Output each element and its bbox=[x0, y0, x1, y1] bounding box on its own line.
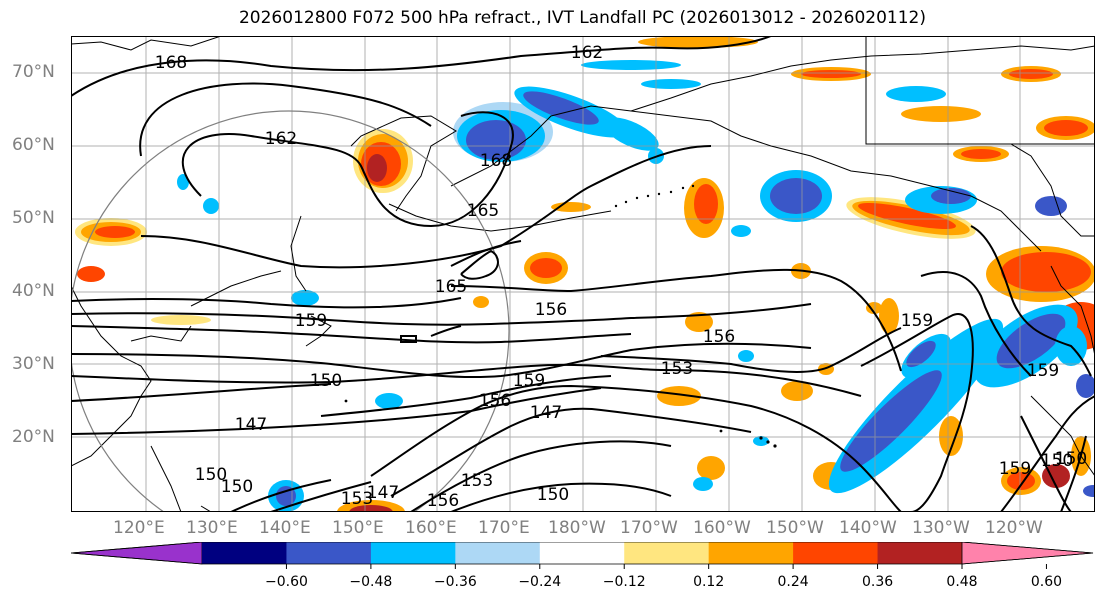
colorbar-segment bbox=[370, 542, 456, 564]
lat-label: 70°N bbox=[12, 62, 55, 82]
contour-label: 150 bbox=[1055, 449, 1087, 469]
contour-label: 147 bbox=[530, 403, 562, 423]
contour-label: 156 bbox=[703, 327, 735, 347]
contour-label: 165 bbox=[435, 277, 467, 297]
lon-label: 120°W bbox=[985, 518, 1043, 538]
contour-label: 150 bbox=[195, 465, 227, 485]
contour-label: 153 bbox=[461, 471, 493, 491]
lon-label: 150°W bbox=[766, 518, 824, 538]
contour-label: 153 bbox=[341, 489, 373, 509]
lon-label: 180°W bbox=[548, 518, 606, 538]
colorbar-ticks: −0.60 −0.48 −0.36 −0.24 −0.12 0.12 0.24 0.36 0.4… bbox=[265, 564, 1062, 590]
contour-label: 150 bbox=[1041, 451, 1073, 471]
contour-label: 156 bbox=[535, 300, 567, 320]
map-panel: 162 168 165 165 162 168 156 156 159 150 … bbox=[71, 36, 1095, 512]
contour-label: 168 bbox=[155, 53, 187, 73]
lon-label: 160°W bbox=[693, 518, 751, 538]
lon-label: 140°E bbox=[259, 518, 311, 538]
lon-label: 130°W bbox=[912, 518, 970, 538]
lat-label: 50°N bbox=[12, 208, 55, 228]
lon-label: 130°E bbox=[186, 518, 238, 538]
range-circle bbox=[71, 110, 510, 512]
contour-label: 150 bbox=[221, 477, 253, 497]
colorbar-outline bbox=[71, 542, 1094, 565]
contour-label: 159 bbox=[295, 311, 327, 331]
colorbar-tick-label: 0.24 bbox=[778, 574, 809, 590]
lat-label: 60°N bbox=[12, 135, 55, 155]
colorbar-segment bbox=[455, 542, 541, 564]
colorbar-tick-label: 0.48 bbox=[946, 574, 977, 590]
colorbar-segment bbox=[877, 542, 963, 564]
contour-label: 147 bbox=[367, 483, 399, 503]
lat-label: 30°N bbox=[12, 354, 55, 374]
contour-label: 159 bbox=[999, 459, 1031, 479]
colorbar-tick-label: −0.36 bbox=[434, 574, 477, 590]
graticule bbox=[71, 36, 1095, 512]
colorbar-extend-right bbox=[961, 542, 1094, 565]
lon-label: 140°W bbox=[839, 518, 897, 538]
contour-label: 147 bbox=[235, 415, 267, 435]
colorbar-extend-left bbox=[71, 542, 203, 565]
contour-label: 159 bbox=[1027, 361, 1059, 381]
lon-label: 170°E bbox=[478, 518, 530, 538]
contour-label: 159 bbox=[513, 371, 545, 391]
contour-label: 162 bbox=[571, 43, 603, 63]
colorbar-segment bbox=[793, 542, 879, 564]
colorbar-tick-label: −0.48 bbox=[349, 574, 392, 590]
colorbar-segments bbox=[71, 542, 1094, 565]
lat-label: 20°N bbox=[12, 427, 55, 447]
lon-label: 120°E bbox=[113, 518, 165, 538]
colorbar-segment bbox=[286, 542, 372, 564]
contour-label: 150 bbox=[537, 485, 569, 505]
negative-anomaly-fills bbox=[177, 60, 1095, 512]
contour-label: 165 bbox=[467, 201, 499, 221]
island-dots bbox=[344, 184, 777, 448]
figure-title: 2026012800 F072 500 hPa refract., IVT La… bbox=[238, 8, 926, 28]
colorbar-segment bbox=[202, 542, 287, 564]
contour-label: 150 bbox=[310, 371, 342, 391]
lon-label: 150°E bbox=[332, 518, 384, 538]
colorbar-segment bbox=[708, 542, 794, 564]
contour-label: 168 bbox=[480, 151, 512, 171]
lon-label: 170°W bbox=[620, 518, 678, 538]
lat-label: 40°N bbox=[12, 281, 55, 301]
colorbar-segment bbox=[539, 542, 625, 564]
colorbar-tick-label: 0.12 bbox=[693, 574, 724, 590]
contour-label: 162 bbox=[265, 129, 297, 149]
colorbar-tick-label: −0.60 bbox=[265, 574, 308, 590]
colorbar-tick-label: −0.12 bbox=[603, 574, 646, 590]
contour-label-group: 162 168 165 165 162 168 156 156 159 150 … bbox=[155, 43, 1087, 511]
colorbar-tick-label: 0.36 bbox=[862, 574, 893, 590]
contour-label: 156 bbox=[479, 391, 511, 411]
colorbar: −0.60 −0.48 −0.36 −0.24 −0.12 0.12 0.24 0.36 0.4… bbox=[71, 542, 1094, 590]
contour-label: 153 bbox=[661, 359, 693, 379]
colorbar-segment bbox=[624, 542, 710, 564]
colorbar-tick-label: 0.60 bbox=[1031, 574, 1062, 590]
colorbar-tick-label: −0.24 bbox=[518, 574, 561, 590]
lon-label: 160°E bbox=[405, 518, 457, 538]
contour-lines bbox=[71, 36, 1095, 512]
contour-label: 159 bbox=[901, 311, 933, 331]
coastlines bbox=[71, 36, 1095, 512]
contour-label: 156 bbox=[427, 491, 459, 511]
